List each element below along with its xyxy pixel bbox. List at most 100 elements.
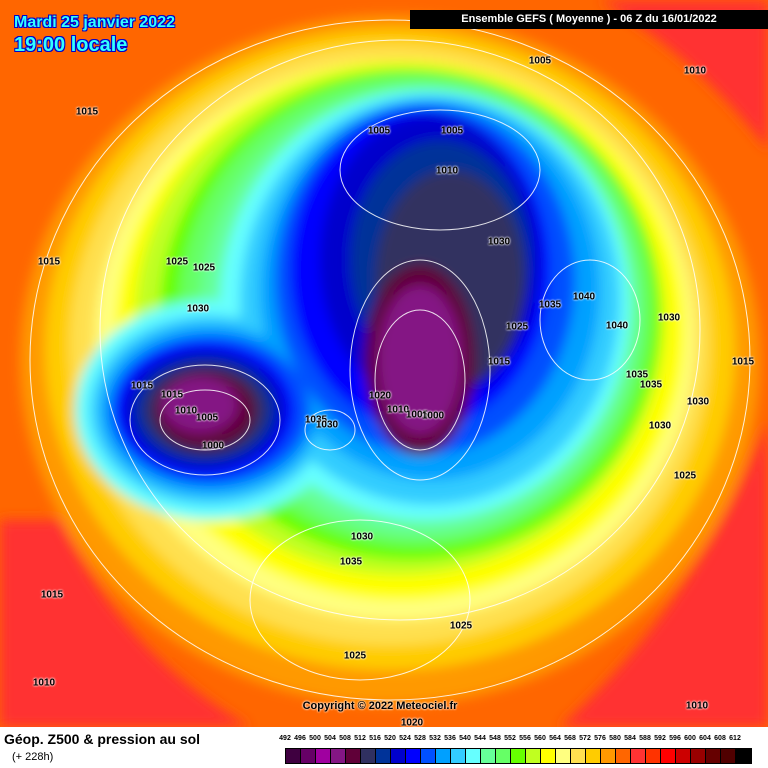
scale-swatch — [616, 749, 631, 763]
scale-swatch — [601, 749, 616, 763]
scale-label: 516 — [369, 735, 381, 742]
isobar-label: 1025 — [165, 256, 189, 268]
scale-swatch — [541, 749, 556, 763]
footer: Géop. Z500 & pression au sol (+ 228h) 49… — [0, 727, 768, 768]
scale-label: 524 — [399, 735, 411, 742]
scale-swatch — [676, 749, 691, 763]
isobar-label: 1015 — [130, 380, 154, 392]
scale-label: 492 — [279, 735, 291, 742]
scale-swatch — [346, 749, 361, 763]
scale-label: 600 — [684, 735, 696, 742]
scale-swatch — [661, 749, 676, 763]
scale-label: 496 — [294, 735, 306, 742]
scale-swatch — [496, 749, 511, 763]
isobar-label: 1010 — [435, 165, 459, 177]
isobar-label: 1010 — [685, 700, 709, 712]
scale-swatch — [706, 749, 721, 763]
isobar-label: 1020 — [400, 717, 424, 729]
scale-swatch — [286, 749, 301, 763]
isobar-label: 1035 — [625, 369, 649, 381]
isobar-label: 1025 — [505, 321, 529, 333]
isobar-label: 1000 — [421, 410, 445, 422]
isobar-label: 1005 — [405, 409, 429, 421]
scale-swatch — [511, 749, 526, 763]
scale-swatch — [331, 749, 346, 763]
isobar-label: 1025 — [449, 620, 473, 632]
scale-label: 568 — [564, 735, 576, 742]
isobar-label: 1035 — [639, 379, 663, 391]
model-run-info: Ensemble GEFS ( Moyenne ) - 06 Z du 16/0… — [410, 10, 768, 29]
isobar-label: 1030 — [487, 236, 511, 248]
scale-label: 560 — [534, 735, 546, 742]
scale-label: 544 — [474, 735, 486, 742]
scale-swatch — [421, 749, 436, 763]
color-scale-labels: 492 496 500 504 508 512 516 520 524 528 532 536 540 5… — [279, 735, 764, 745]
scale-label: 540 — [459, 735, 471, 742]
isobar-label: 1005 — [528, 55, 552, 67]
copyright: Copyright © 2022 Meteociel.fr — [302, 700, 458, 712]
isobar-label: 1035 — [339, 556, 363, 568]
scale-label: 608 — [714, 735, 726, 742]
scale-swatch — [406, 749, 421, 763]
scale-swatch — [586, 749, 601, 763]
isobar-label: 1035 — [304, 414, 328, 426]
isobar-label: 1010 — [683, 65, 707, 77]
scale-label: 588 — [639, 735, 651, 742]
scale-label: 576 — [594, 735, 606, 742]
isobar-label: 1040 — [605, 320, 629, 332]
scale-swatch — [436, 749, 451, 763]
isobar-label: 1030 — [657, 312, 681, 324]
valid-date: Mardi 25 janvier 2022 — [14, 14, 175, 31]
isobar-label: 1030 — [648, 420, 672, 432]
map-title: Géop. Z500 & pression au sol — [4, 731, 201, 747]
isobar-label: 1010 — [386, 404, 410, 416]
isobar-label: 1025 — [192, 262, 216, 274]
isobar-label: 1015 — [37, 256, 61, 268]
scale-swatch — [391, 749, 406, 763]
isobar-label: 1030 — [186, 303, 210, 315]
isobar-label: 1030 — [315, 419, 339, 431]
scale-swatch — [466, 749, 481, 763]
isobar-label: 1040 — [572, 291, 596, 303]
geopotential-map — [0, 0, 768, 727]
isobar-label: 1035 — [538, 299, 562, 311]
scale-swatch — [481, 749, 496, 763]
scale-label: 528 — [414, 735, 426, 742]
scale-swatch — [631, 749, 646, 763]
scale-label: 592 — [654, 735, 666, 742]
isobar-label: 1015 — [487, 356, 511, 368]
scale-label: 536 — [444, 735, 456, 742]
scale-swatch — [526, 749, 541, 763]
scale-swatch — [571, 749, 586, 763]
scale-swatch — [361, 749, 376, 763]
scale-swatch — [646, 749, 661, 763]
isobar-label: 1010 — [174, 405, 198, 417]
isobar-label: 1015 — [731, 356, 755, 368]
forecast-hour: (+ 228h) — [12, 751, 54, 763]
scale-label: 508 — [339, 735, 351, 742]
scale-swatch — [691, 749, 706, 763]
isobar-label: 1015 — [75, 106, 99, 118]
isobar-label: 1000 — [201, 440, 225, 452]
scale-swatch — [316, 749, 331, 763]
scale-label: 604 — [699, 735, 711, 742]
isobar-label: 1015 — [40, 589, 64, 601]
scale-label: 556 — [519, 735, 531, 742]
scale-label: 500 — [309, 735, 321, 742]
scale-label: 612 — [729, 735, 741, 742]
isobar-label: 1025 — [343, 650, 367, 662]
scale-swatch — [736, 749, 751, 763]
scale-swatch — [301, 749, 316, 763]
scale-label: 520 — [384, 735, 396, 742]
scale-label: 512 — [354, 735, 366, 742]
isobar-label: 1025 — [673, 470, 697, 482]
isobar-label: 1015 — [160, 389, 184, 401]
scale-swatch — [721, 749, 736, 763]
scale-label: 552 — [504, 735, 516, 742]
scale-label: 564 — [549, 735, 561, 742]
isobar-label: 1010 — [32, 677, 56, 689]
scale-swatch — [556, 749, 571, 763]
scale-swatch — [451, 749, 466, 763]
isobar-label: 1030 — [686, 396, 710, 408]
isobar-label: 1030 — [350, 531, 374, 543]
